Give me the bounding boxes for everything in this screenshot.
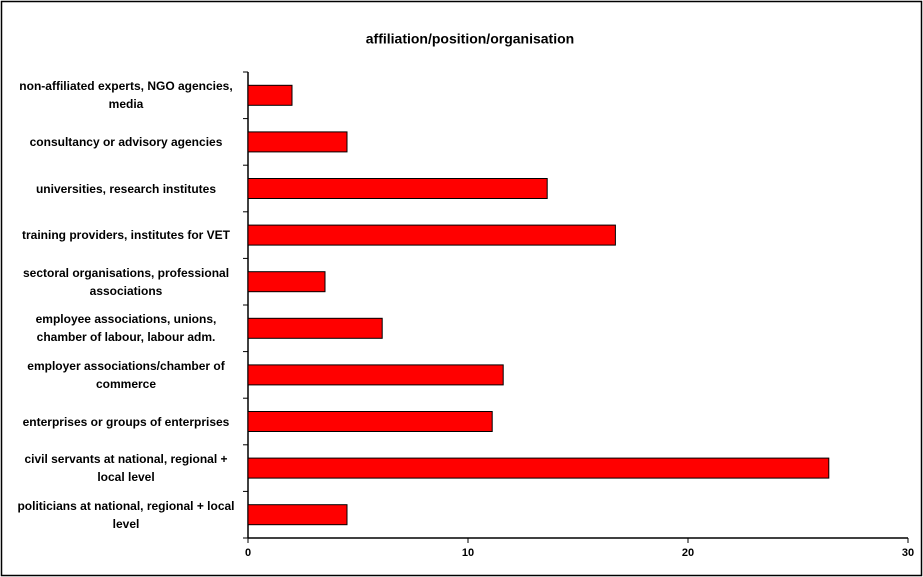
chart-title: affiliation/position/organisation bbox=[366, 31, 574, 47]
bar bbox=[247, 457, 830, 479]
x-tick-label: 10 bbox=[462, 547, 474, 559]
y-tick-label: employer associations/chamber of commerc… bbox=[27, 358, 225, 391]
bar bbox=[247, 364, 504, 386]
y-tick-label: employee associations, unions, chamber o… bbox=[35, 312, 217, 345]
x-tick-label: 20 bbox=[682, 547, 694, 559]
y-tick-label: consultancy or advisory agencies bbox=[29, 134, 223, 149]
x-tick-label: 30 bbox=[902, 547, 914, 559]
bar bbox=[247, 504, 348, 526]
bar bbox=[247, 131, 348, 153]
bar bbox=[247, 84, 293, 106]
bar bbox=[247, 411, 493, 432]
bar bbox=[247, 224, 616, 246]
x-tick-label: 0 bbox=[245, 547, 251, 559]
y-tick-label: universities, research institutes bbox=[35, 181, 217, 196]
y-tick-label: sectoral organisations, professional ass… bbox=[22, 265, 230, 298]
bar bbox=[247, 317, 383, 339]
y-tick-label: enterprises or groups of enterprises bbox=[22, 414, 230, 429]
y-tick-label: training providers, institutes for VET bbox=[21, 228, 231, 243]
bar bbox=[247, 178, 548, 199]
y-tick-label: politicians at national, regional + loca… bbox=[17, 498, 235, 531]
y-tick-label: non-affiliated experts, NGO agencies, me… bbox=[19, 79, 233, 112]
bar bbox=[247, 271, 326, 293]
y-tick-label: civil servants at national, regional + l… bbox=[24, 452, 228, 485]
